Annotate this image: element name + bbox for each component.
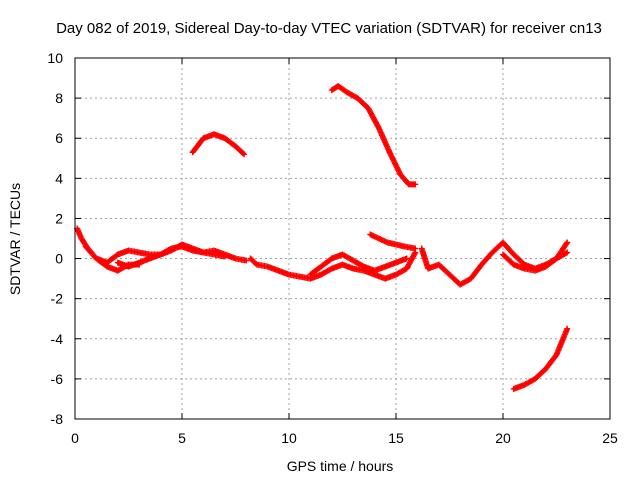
series-arc-h (367, 231, 419, 252)
chart-title: Day 082 of 2019, Sidereal Day-to-day VTE… (56, 20, 602, 37)
data-point (564, 249, 571, 256)
series-arc-f (307, 251, 410, 278)
y-tick-label: -4 (51, 331, 64, 347)
grid (75, 58, 610, 419)
data-point (403, 255, 410, 262)
y-tick-label: 2 (55, 210, 63, 226)
data-points (74, 83, 571, 392)
series-arc-j (500, 239, 571, 274)
y-tick-label: 0 (55, 251, 63, 267)
series-arc-g (328, 83, 419, 188)
y-tick-label: -2 (51, 291, 64, 307)
x-tick-label: 20 (495, 430, 511, 446)
data-point (412, 181, 419, 188)
x-tick-label: 5 (178, 430, 186, 446)
data-point (563, 240, 570, 247)
data-point (564, 325, 571, 332)
data-point (412, 245, 419, 252)
y-tick-label: 6 (55, 130, 63, 146)
data-point (239, 150, 246, 157)
y-tick-label: -6 (51, 371, 64, 387)
x-tick-label: 0 (71, 430, 79, 446)
y-tick-label: 8 (55, 90, 63, 106)
x-tick-label: 10 (281, 430, 297, 446)
plot-frame (74, 57, 611, 420)
y-axis-label: SDTVAR / TECUs (7, 183, 23, 295)
y-tick-label: -8 (51, 411, 64, 427)
data-point (221, 253, 228, 260)
ticks (74, 57, 611, 420)
x-axis-label: GPS time / hours (287, 458, 394, 474)
y-tick-label: 10 (47, 50, 63, 66)
data-point (243, 257, 250, 264)
data-point (241, 151, 248, 158)
series-arc-c (114, 243, 228, 270)
y-tick-label: 4 (55, 170, 63, 186)
series-arc-k (510, 325, 571, 392)
x-tick-label: 25 (602, 430, 618, 446)
x-tick-label: 15 (388, 430, 404, 446)
x-tick-labels: 0 5 10 15 20 25 (71, 430, 618, 446)
data-point (564, 239, 571, 246)
series-arc-d (189, 131, 248, 158)
y-tick-labels: -8 -6 -4 -2 0 2 4 6 8 10 (47, 50, 63, 427)
